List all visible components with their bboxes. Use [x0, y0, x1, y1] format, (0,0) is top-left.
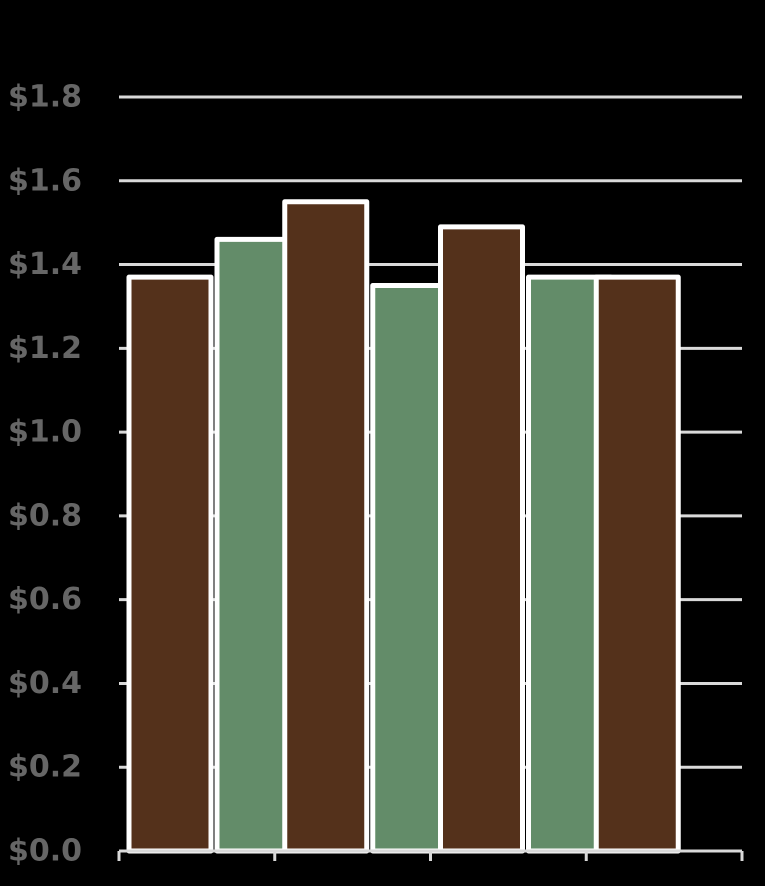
bar-series-1 — [126, 274, 214, 854]
y-tick-label: $1.0 — [8, 415, 82, 450]
bars — [126, 199, 681, 854]
y-tick-label: $1.4 — [8, 247, 82, 282]
y-tick-label: $1.2 — [8, 331, 82, 366]
x-axis — [117, 849, 744, 861]
y-tick-label: $1.6 — [8, 163, 82, 198]
y-tick-label: $0.6 — [8, 582, 82, 617]
y-tick-label: $0.2 — [8, 750, 82, 785]
y-tick-label: $0.4 — [8, 666, 82, 701]
bar-series-1 — [593, 274, 681, 854]
bar-series-1 — [282, 199, 370, 854]
bar-series-1 — [438, 224, 525, 854]
y-tick-label: $0.8 — [8, 498, 82, 533]
y-tick-label: $1.8 — [8, 80, 82, 115]
y-tick-label: $0.0 — [8, 834, 82, 869]
y-axis-tick-labels: $0.0 $0.2 $0.4 $0.6 $0.8 $1.0 $1.2 $1.4 $1.6 $1.8 — [8, 80, 82, 869]
